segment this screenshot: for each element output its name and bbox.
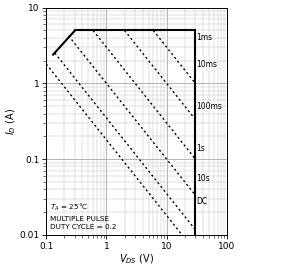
Text: 100ms: 100ms <box>197 102 222 111</box>
Y-axis label: $I_D$ (A): $I_D$ (A) <box>4 108 18 135</box>
Text: DC: DC <box>197 197 208 205</box>
Text: 10ms: 10ms <box>197 60 218 69</box>
X-axis label: $V_{DS}$ (V): $V_{DS}$ (V) <box>119 252 154 266</box>
Text: 1s: 1s <box>197 144 206 153</box>
Text: 10s: 10s <box>197 174 210 183</box>
Text: 1ms: 1ms <box>197 33 213 42</box>
Text: $T_A$ = 25°C
MULTIPLE PULSE
DUTY CYCLE = 0.2: $T_A$ = 25°C MULTIPLE PULSE DUTY CYCLE =… <box>50 202 116 230</box>
